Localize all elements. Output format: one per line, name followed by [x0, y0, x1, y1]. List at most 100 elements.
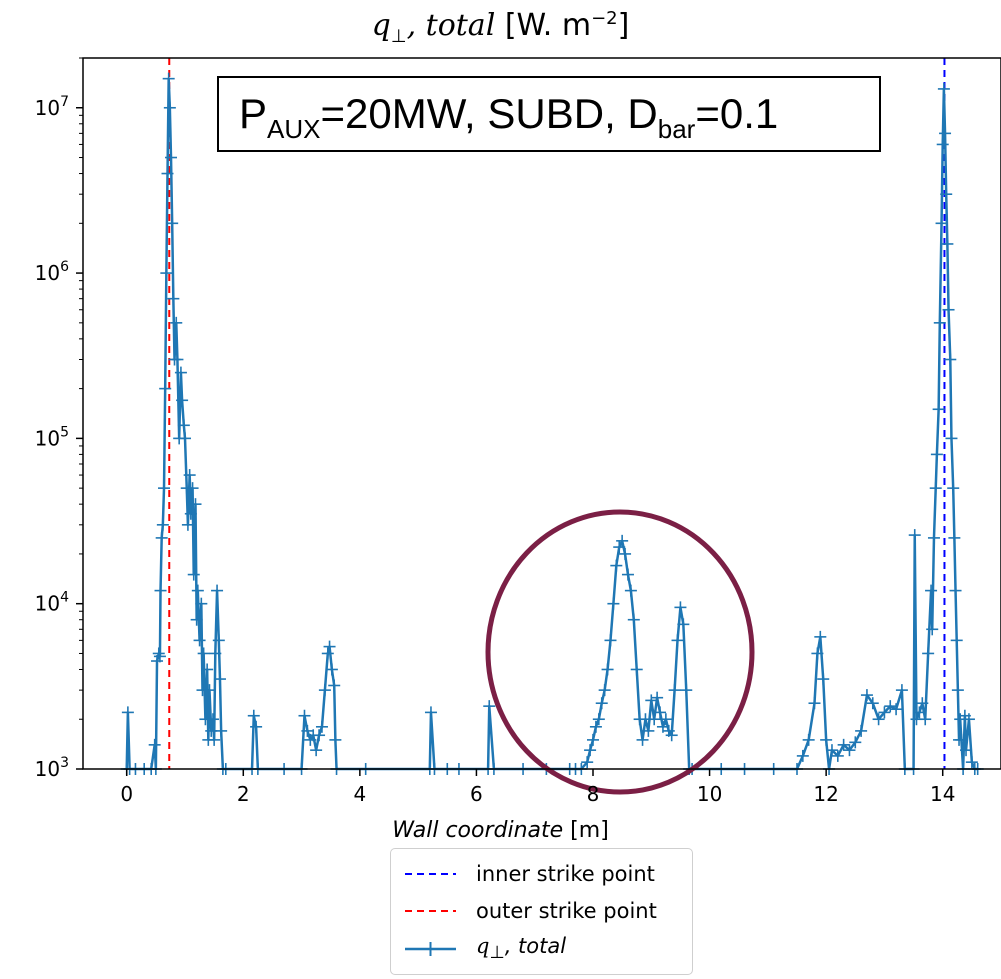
- data-point: [925, 584, 938, 597]
- title-subscript: ⊥: [390, 26, 407, 47]
- data-point: [908, 529, 921, 542]
- legend: inner strike point outer strike point q⊥…: [390, 848, 693, 975]
- data-point: [176, 394, 189, 407]
- data-point: [167, 292, 180, 305]
- data-point: [808, 697, 821, 710]
- title-symbol: q: [371, 8, 391, 43]
- data-point: [843, 744, 856, 757]
- data-point: [937, 82, 950, 95]
- data-point: [607, 597, 620, 610]
- data-point: [950, 634, 963, 647]
- data-point: [933, 316, 946, 329]
- data-point: [944, 353, 957, 366]
- data-point: [671, 634, 684, 647]
- title-rest: , total: [406, 8, 496, 43]
- data-point: [645, 694, 658, 707]
- data-point: [203, 684, 216, 697]
- data-point: [796, 749, 809, 762]
- legend-series-sub: ⊥: [489, 943, 505, 964]
- x-tick-label: 10: [697, 782, 722, 806]
- data-point: [654, 706, 667, 719]
- data-point: [155, 531, 168, 544]
- data-point: [318, 684, 331, 697]
- data-point: [587, 733, 599, 746]
- data-point: [940, 188, 953, 201]
- data-point: [932, 403, 945, 416]
- data-point: [163, 101, 176, 114]
- data-point: [170, 316, 183, 329]
- data-point: [942, 303, 955, 316]
- data-point: [195, 597, 208, 610]
- y-tick-label: 107: [35, 94, 69, 120]
- legend-entry-inner: inner strike point: [403, 858, 655, 890]
- data-point: [179, 432, 191, 445]
- data-point: [212, 634, 225, 647]
- legend-entry-series: q⊥, total: [403, 933, 566, 965]
- data-point: [831, 749, 844, 762]
- x-tick-label: 8: [587, 782, 600, 806]
- data-point: [604, 634, 617, 647]
- data-point: [926, 623, 939, 636]
- data-point: [674, 601, 687, 614]
- data-point: [610, 559, 623, 572]
- data-point: [189, 498, 202, 511]
- x-axis-label: Wall coordinate [m]: [0, 818, 1001, 843]
- data-point: [860, 689, 873, 702]
- annotation-p: P: [239, 90, 268, 137]
- data-point: [817, 673, 830, 686]
- data-point: [929, 482, 942, 495]
- x-tick-label: 0: [120, 782, 133, 806]
- annotation-p-sub: AUX: [267, 114, 321, 144]
- y-tick-label: 103: [35, 755, 69, 781]
- data-point: [948, 531, 961, 544]
- x-axis-label-units: [m]: [563, 818, 609, 843]
- data-point: [209, 647, 222, 660]
- highlight-circle: [485, 509, 755, 795]
- data-point: [945, 432, 958, 445]
- data-point: [872, 713, 885, 726]
- data-point: [935, 217, 948, 230]
- data-point: [825, 744, 838, 757]
- data-point: [213, 673, 226, 686]
- data-point: [949, 584, 962, 597]
- data-point: [913, 706, 926, 719]
- data-point: [613, 541, 626, 554]
- data-point: [211, 584, 224, 597]
- data-point: [171, 353, 184, 366]
- data-point: [191, 584, 204, 597]
- data-point: [895, 684, 908, 697]
- data-point: [962, 713, 975, 726]
- data-point: [601, 663, 614, 676]
- data-point: [939, 127, 952, 140]
- data-point: [680, 684, 693, 697]
- data-point: [166, 217, 179, 230]
- data-point: [186, 482, 199, 495]
- data-point: [153, 650, 166, 663]
- y-tick-label: 105: [35, 424, 69, 450]
- data-point: [592, 713, 605, 726]
- data-point: [965, 756, 978, 769]
- data-point: [595, 697, 608, 710]
- title-exponent: −2: [591, 8, 618, 29]
- data-point: [158, 482, 171, 495]
- data-point: [483, 700, 496, 713]
- data-point: [247, 709, 260, 722]
- data-point: [916, 697, 929, 710]
- legend-series-symbol: q: [476, 934, 490, 959]
- legend-outer-label: outer strike point: [476, 899, 657, 923]
- x-tick-label: 4: [353, 782, 366, 806]
- data-point: [323, 640, 336, 653]
- data-point: [161, 167, 174, 180]
- data-point: [184, 507, 197, 520]
- data-point: [156, 518, 169, 531]
- data-point: [651, 691, 664, 704]
- y-tick-label: 106: [35, 259, 69, 285]
- data-point: [621, 568, 634, 581]
- annotation-d-sub: bar: [657, 114, 696, 144]
- data-point: [424, 706, 437, 719]
- data-point: [630, 663, 643, 676]
- data-point: [197, 647, 210, 660]
- annotation-box: PAUX=20MW, SUBD, Dbar=0.1: [217, 76, 881, 152]
- data-point: [919, 713, 932, 726]
- data-point: [193, 634, 206, 647]
